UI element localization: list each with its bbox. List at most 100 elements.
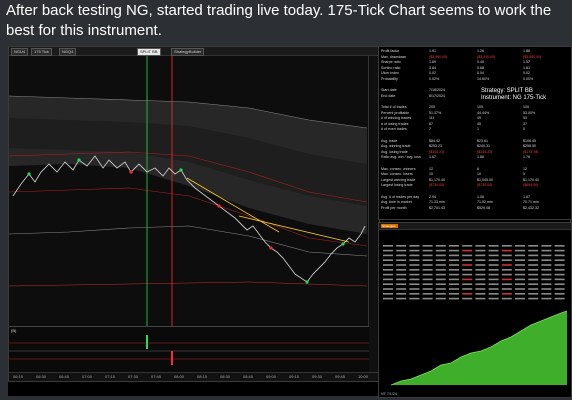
grid-cell [435,273,446,276]
trade-marker [27,172,31,176]
grid-cell [409,254,420,257]
stats-value: $2,432.32 [523,205,539,210]
chart-window[interactable]: NGU4 175 Tick NGQ4 SPLIT BB StrategyBuil… [8,46,380,382]
grid-cell [383,293,393,295]
toolbar-instrument-2[interactable]: NGQ4 [59,48,77,56]
stats-label: Ratio avg. win / avg. loss [381,155,421,160]
grid-cell [422,249,433,252]
stats-value: 53.00% [523,110,536,115]
stats-label: Max. consec. winners [381,166,416,171]
stats-value: 14.60% [477,77,490,81]
toolbar-instrument[interactable]: NGU4 [11,48,29,56]
grid-cell [435,293,446,295]
stats-label: Start date [381,88,397,93]
grid-cell [541,297,552,300]
stats-label: Sharpe ratio [381,60,401,65]
grid-cell [383,297,393,300]
stats-value: ($3,430.00) [477,54,496,59]
grid-cell [554,283,565,285]
grid-cell [475,245,486,247]
grid-cell [541,283,552,285]
stats-value: 105 [477,105,483,109]
grid-cell [475,259,486,261]
grid-cell [541,249,552,252]
time-tick: 08:15 [197,374,208,379]
stats-label: Total # of trades [381,105,407,109]
stats-value: 0.00% [523,77,534,81]
toolbar-interval[interactable]: 175 Tick [31,48,52,56]
stats-value: 53 [523,116,527,121]
stats-value: 1.67 [523,194,530,199]
stats-label: Profit per month [381,205,407,210]
band-lower-line [9,225,367,257]
grid-cell [515,259,525,261]
grid-cell [435,283,446,285]
grid-cell [396,278,407,281]
grid-cell [435,259,446,261]
trend-line-2 [238,215,350,243]
grid-cell [435,297,446,300]
grid-cell [409,293,420,295]
stats-value: 6 [477,166,479,171]
grid-cell [396,297,407,300]
stats-value: 70.71 min [523,200,539,205]
stats-label: Avg. time in market [381,200,412,205]
grid-cell [528,288,539,290]
tab-strategies[interactable]: Strategies [381,224,398,228]
stats-value: $1,170.40 [429,177,445,182]
grid-cell [541,288,552,290]
time-tick: 07:15 [105,374,116,379]
stats-row: Max. consec. winners 12 6 12 [381,167,567,172]
grid-cell [528,273,539,276]
stats-label: Avg. winning trade [381,144,411,149]
grid-cell [449,259,459,261]
grid-cell [501,249,512,252]
stats-value: 71.33 min [429,200,445,205]
grid-cell [554,259,565,261]
grid-cell [462,245,473,247]
grid-cell [383,288,393,290]
price-axis[interactable] [368,56,379,374]
indicator-panel[interactable]: (B) [9,326,369,373]
grid-cell [422,288,433,290]
grid-cell [541,269,552,271]
stats-value: ($3,560.00) [429,54,448,59]
toolbar-strategy[interactable]: SPLIT BB [137,48,161,56]
price-chart[interactable] [9,56,367,326]
stats-row: # of winning trades 111 49 53 [381,116,567,121]
stats-row: Avg. trade $84.42 $23.61 $106.45 [381,139,567,144]
trades-grid[interactable] [381,243,569,303]
stats-value: $84.42 [429,138,440,143]
stats-value: 1.06 [477,194,484,199]
grid-cell [501,273,512,276]
stats-label: # of losing trades [381,121,409,126]
strategy-analyzer-summary[interactable]: Profit factor 1.91 1.26 1.88 Max. drawdown ($… [378,46,572,220]
stats-row [381,83,567,88]
band-inner-fill [9,118,367,206]
time-tick: 06:30 [36,374,47,379]
toolbar-strategy-builder[interactable]: StrategyBuilder [171,48,205,56]
grid-cell [396,245,407,247]
grid-cell [383,254,393,257]
stats-value: 2.94 [429,194,436,199]
grid-cell [515,283,525,285]
grid-cell [528,249,539,252]
time-axis: 06:15 06:30 06:45 07:00 07:15 07:30 07:4… [9,372,379,381]
stats-value: 1.26 [477,49,484,53]
indicator-label: (B) [11,328,17,333]
trades-window[interactable]: Strategies NT 7/1/24 [378,222,572,398]
stats-value: 205 [429,105,435,109]
stats-value: 10 [477,172,481,177]
stats-value: 1.57 [523,60,530,65]
grid-cell [554,297,565,300]
grid-cell [449,254,459,257]
grid-cell [383,245,393,247]
grid-cell [488,259,499,261]
grid-cell [488,269,499,271]
grid-cell [528,283,539,285]
grid-cell [541,293,552,295]
grid-cell [528,293,539,295]
stats-value: ($730.00) [429,183,445,188]
grid-cell [488,245,499,247]
stats-row: # of even trades 7 1 0 [381,127,567,132]
